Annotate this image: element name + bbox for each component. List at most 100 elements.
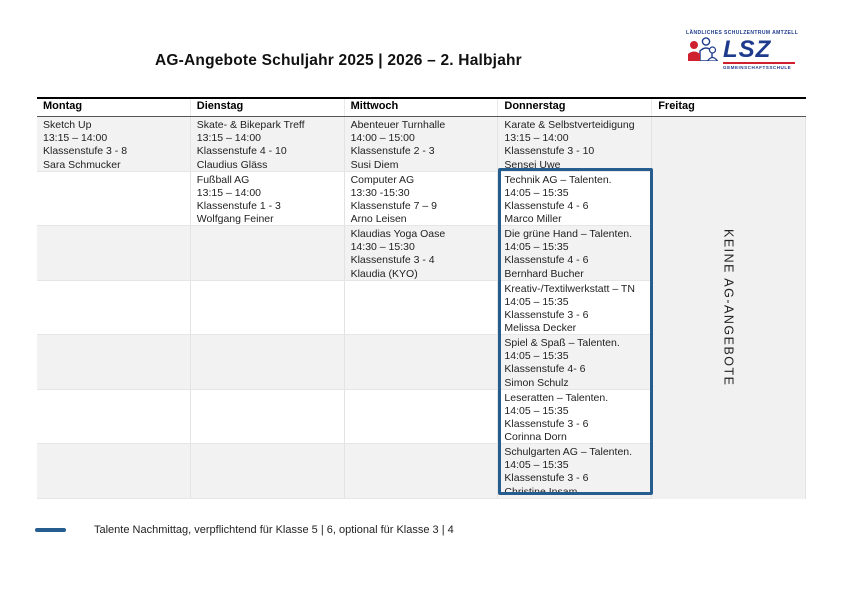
- cell-line: 14:05 – 15:35: [504, 295, 569, 308]
- cell-line: 13:15 – 14:00: [43, 132, 108, 145]
- cell-line: Marco Miller: [504, 213, 562, 225]
- cell-line: Abenteuer Turnhalle: [350, 119, 446, 131]
- cell-line: Sketch Up: [43, 119, 92, 131]
- cell-line: Klassenstufe 1 - 3: [196, 199, 281, 212]
- schedule-cell: [345, 335, 499, 389]
- schedule-cell: Die grüne Hand – Talenten. 14:05 – 15:35 K…: [498, 226, 653, 280]
- cell-line: 14:05 – 15:35: [504, 404, 569, 417]
- cell-line: 13:15 – 14:00: [196, 132, 262, 145]
- schedule-cell: [37, 226, 191, 280]
- schedule-cell: Spiel & Spaß – Talenten. 14:05 – 15:35 Kla…: [498, 335, 653, 389]
- cell-line: Sensei Uwe: [504, 158, 561, 171]
- schedule-cell: [37, 335, 191, 389]
- cell-line: Klassenstufe 4 - 10: [196, 145, 287, 158]
- school-logo: LÄNDLICHES SCHULZENTRUM AMTZELL LSZ GEME…: [686, 30, 804, 70]
- cell-line: Leseratten – Talenten.: [504, 391, 609, 404]
- schedule-cell: [345, 389, 499, 443]
- column-header-montag: Montag: [37, 99, 191, 116]
- schedule-cell: [191, 335, 345, 389]
- cell-line: Skate- & Bikepark Treff: [196, 119, 305, 131]
- cell-line: Klassenstufe 3 - 6: [504, 417, 589, 430]
- schedule-table: Montag Dienstag Mittwoch Donnerstag Freitag …: [37, 97, 806, 499]
- cell-line: Klaudias Yoga Oase: [350, 228, 446, 240]
- cell-line: Melissa Decker: [504, 322, 577, 334]
- logo-red-line: [723, 62, 795, 64]
- cell-line: 14:05 – 15:35: [504, 350, 569, 363]
- cell-line: Klassenstufe 7 – 9: [350, 199, 437, 212]
- schedule-cell: Kreativ-/Textilwerkstatt – TN 14:05 – 15:…: [498, 280, 653, 334]
- cell-line: Technik AG – Talenten.: [504, 173, 612, 186]
- schedule-cell: Fußball AG 13:15 – 14:00 Klassenstufe 1 - …: [191, 171, 345, 225]
- cell-line: Claudius Gläss: [196, 158, 268, 171]
- schedule-cell: [37, 171, 191, 225]
- cell-line: Karate & Selbstverteidigung: [504, 119, 635, 131]
- logo-top-text: LÄNDLICHES SCHULZENTRUM AMTZELL: [686, 30, 799, 36]
- cell-line: Sara Schmucker: [43, 158, 121, 171]
- cell-line: 14:00 – 15:00: [350, 132, 415, 145]
- cell-line: Computer AG: [350, 173, 415, 186]
- cell-line: 13:15 – 14:00: [504, 132, 569, 145]
- schedule-cell: [191, 226, 345, 280]
- legend-text: Talente Nachmittag, verpflichtend für Kl…: [94, 524, 454, 536]
- cell-line: Arno Leisen: [350, 213, 407, 225]
- cell-line: Klassenstufe 3 - 8: [43, 145, 128, 158]
- table-row: Kreativ-/Textilwerkstatt – TN 14:05 – 15:…: [37, 280, 806, 335]
- table-row: Leseratten – Talenten. 14:05 – 15:35 Klass…: [37, 389, 806, 444]
- schedule-cell: [345, 444, 499, 498]
- table-body: KEINE AG-ANGEBOTE Sketch Up 13:15 – 14:00…: [37, 117, 806, 499]
- column-header-donnerstag: Donnerstag: [498, 99, 653, 116]
- cell-line: Klassenstufe 3 - 4: [350, 254, 435, 267]
- schedule-cell: Karate & Selbstverteidigung 13:15 – 14:00…: [498, 117, 653, 171]
- schedule-cell: Klaudias Yoga Oase 14:30 – 15:30 Klassenst…: [345, 226, 499, 280]
- schedule-cell: [191, 444, 345, 498]
- schedule-cell: [37, 444, 191, 498]
- cell-line: Bernhard Bucher: [504, 267, 584, 280]
- cell-line: Schulgarten AG – Talenten.: [504, 446, 633, 458]
- column-header-mittwoch: Mittwoch: [345, 99, 499, 116]
- schedule-cell: Abenteuer Turnhalle 14:00 – 15:00 Klassens…: [345, 117, 499, 171]
- cell-line: Simon Schulz: [504, 376, 569, 389]
- cell-line: Spiel & Spaß – Talenten.: [504, 337, 620, 349]
- logo-acronym: LSZ: [723, 36, 772, 63]
- schedule-cell: [37, 389, 191, 443]
- table-header-row: Montag Dienstag Mittwoch Donnerstag Freitag: [37, 97, 806, 117]
- schedule-cell: Computer AG 13:30 -15:30 Klassenstufe 7 – …: [345, 171, 499, 225]
- cell-line: Fußball AG: [196, 173, 250, 186]
- schedule-cell: Skate- & Bikepark Treff 13:15 – 14:00 Klas…: [191, 117, 345, 171]
- friday-merged-cell: KEINE AG-ANGEBOTE: [652, 117, 806, 499]
- cell-line: 14:05 – 15:35: [504, 459, 569, 472]
- cell-line: 14:05 – 15:35: [504, 186, 569, 199]
- schedule-cell: Sketch Up 13:15 – 14:00 Klassenstufe 3 - 8…: [37, 117, 191, 171]
- cell-line: Die grüne Hand – Talenten.: [504, 228, 633, 240]
- cell-line: Klaudia (KYO): [350, 267, 418, 280]
- logo-bottom-text: GEMEINSCHAFTSSCHULE: [723, 65, 792, 70]
- cell-line: Klassenstufe 2 - 3: [350, 145, 435, 158]
- cell-line: Corinna Dorn: [504, 431, 567, 443]
- friday-no-offers-note: KEINE AG-ANGEBOTE: [721, 229, 736, 387]
- cell-line: 13:30 -15:30: [350, 186, 410, 199]
- schedule-cell: Leseratten – Talenten. 14:05 – 15:35 Klass…: [498, 389, 653, 443]
- cell-line: 14:05 – 15:35: [504, 241, 569, 254]
- cell-line: Kreativ-/Textilwerkstatt – TN: [504, 282, 635, 295]
- schedule-cell: Technik AG – Talenten. 14:05 – 15:35 Klass…: [498, 171, 653, 225]
- cell-line: Wolfgang Feiner: [196, 213, 274, 225]
- cell-line: 14:30 – 15:30: [350, 241, 415, 254]
- schedule-cell: [345, 280, 499, 334]
- legend: Talente Nachmittag, verpflichtend für Kl…: [35, 524, 454, 536]
- schedule-cell: Schulgarten AG – Talenten. 14:05 – 15:35 K…: [498, 444, 653, 498]
- legend-swatch: [35, 527, 66, 533]
- page-title: AG-Angebote Schuljahr 2025 | 2026 – 2. H…: [155, 52, 522, 69]
- cell-line: Klassenstufe 3 - 6: [504, 308, 589, 321]
- cell-line: Christine Insam: [504, 485, 578, 498]
- schedule-cell: [37, 280, 191, 334]
- cell-line: Klassenstufe 4- 6: [504, 363, 586, 376]
- cell-line: Susi Diem: [350, 158, 399, 171]
- cell-line: Klassenstufe 3 - 10: [504, 145, 595, 158]
- schedule-cell: [191, 280, 345, 334]
- column-header-dienstag: Dienstag: [191, 99, 345, 116]
- cell-line: Klassenstufe 4 - 6: [504, 199, 589, 212]
- cell-line: 13:15 – 14:00: [196, 186, 262, 199]
- column-header-freitag: Freitag: [658, 100, 695, 112]
- schedule-cell: [191, 389, 345, 443]
- cell-line: Klassenstufe 4 - 6: [504, 254, 589, 267]
